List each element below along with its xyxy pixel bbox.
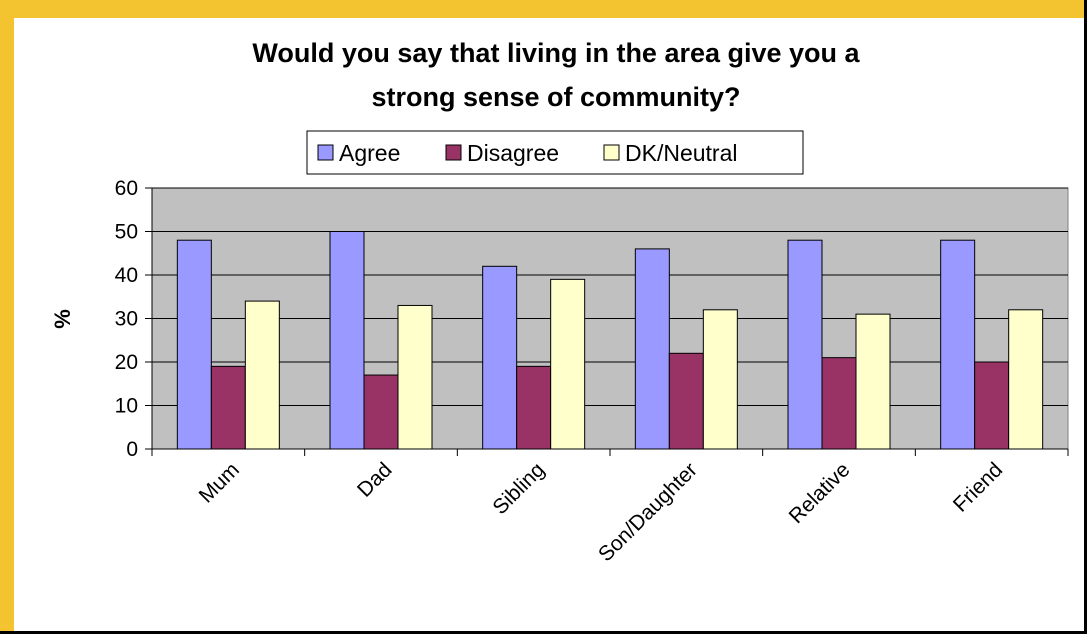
y-tick-label: 20 <box>115 351 138 374</box>
bar-disagree-sibling <box>516 365 552 450</box>
legend-label: Agree <box>339 140 400 166</box>
y-axis-label: % <box>50 309 75 329</box>
legend-box <box>306 130 804 175</box>
x-tick-label: Sibling <box>488 458 549 519</box>
bar-dk-neutral-mum <box>244 300 280 450</box>
x-tick-label: Dad <box>353 458 397 502</box>
bar-dk-neutral-relative <box>855 313 891 450</box>
bar-agree-relative <box>787 239 823 450</box>
x-tick-label: Friend <box>949 458 1007 516</box>
y-tick-label: 30 <box>115 308 138 331</box>
right-border-line <box>1084 0 1087 634</box>
legend-label: DK/Neutral <box>625 140 737 166</box>
bar-dk-neutral-sibling <box>550 278 586 450</box>
bar-agree-son-daughter <box>634 248 670 450</box>
bar-disagree-relative <box>821 357 857 450</box>
plot-area: 0 10 20 30 40 50 60 Mum Dad Sibling Son/Daughter Re… <box>115 177 1069 566</box>
y-tick-label: 0 <box>126 438 138 461</box>
bar-dk-neutral-dad <box>397 304 433 450</box>
x-tick-label: Mum <box>195 458 244 507</box>
y-tick-label: 10 <box>115 395 138 418</box>
legend-swatch <box>445 144 462 161</box>
y-tick-label: 60 <box>115 177 138 200</box>
legend-label: Disagree <box>467 140 559 166</box>
bar-disagree-mum <box>210 365 246 450</box>
bar-disagree-friend <box>974 361 1010 450</box>
legend-swatch <box>603 144 620 161</box>
bar-agree-dad <box>329 231 365 450</box>
legend: Agree Disagree DK/Neutral <box>306 130 804 175</box>
bar-dk-neutral-friend <box>1008 309 1044 450</box>
bar-dk-neutral-son-daughter <box>702 309 738 450</box>
bar-agree-mum <box>176 239 212 450</box>
chart-title-line-1: Would you say that living in the area gi… <box>252 38 860 68</box>
bar-agree-sibling <box>482 265 518 450</box>
chart-title-line-2: strong sense of community? <box>371 82 740 112</box>
y-tick-label: 40 <box>115 264 138 287</box>
legend-swatch <box>317 144 334 161</box>
bar-disagree-son-daughter <box>668 352 704 450</box>
x-tick-label: Son/Daughter <box>594 458 702 566</box>
y-tick-label: 50 <box>115 221 138 244</box>
bottom-border-line <box>0 631 1087 634</box>
bar-disagree-dad <box>363 374 399 450</box>
bar-agree-friend <box>940 239 976 450</box>
x-tick-label: Relative <box>785 458 855 528</box>
